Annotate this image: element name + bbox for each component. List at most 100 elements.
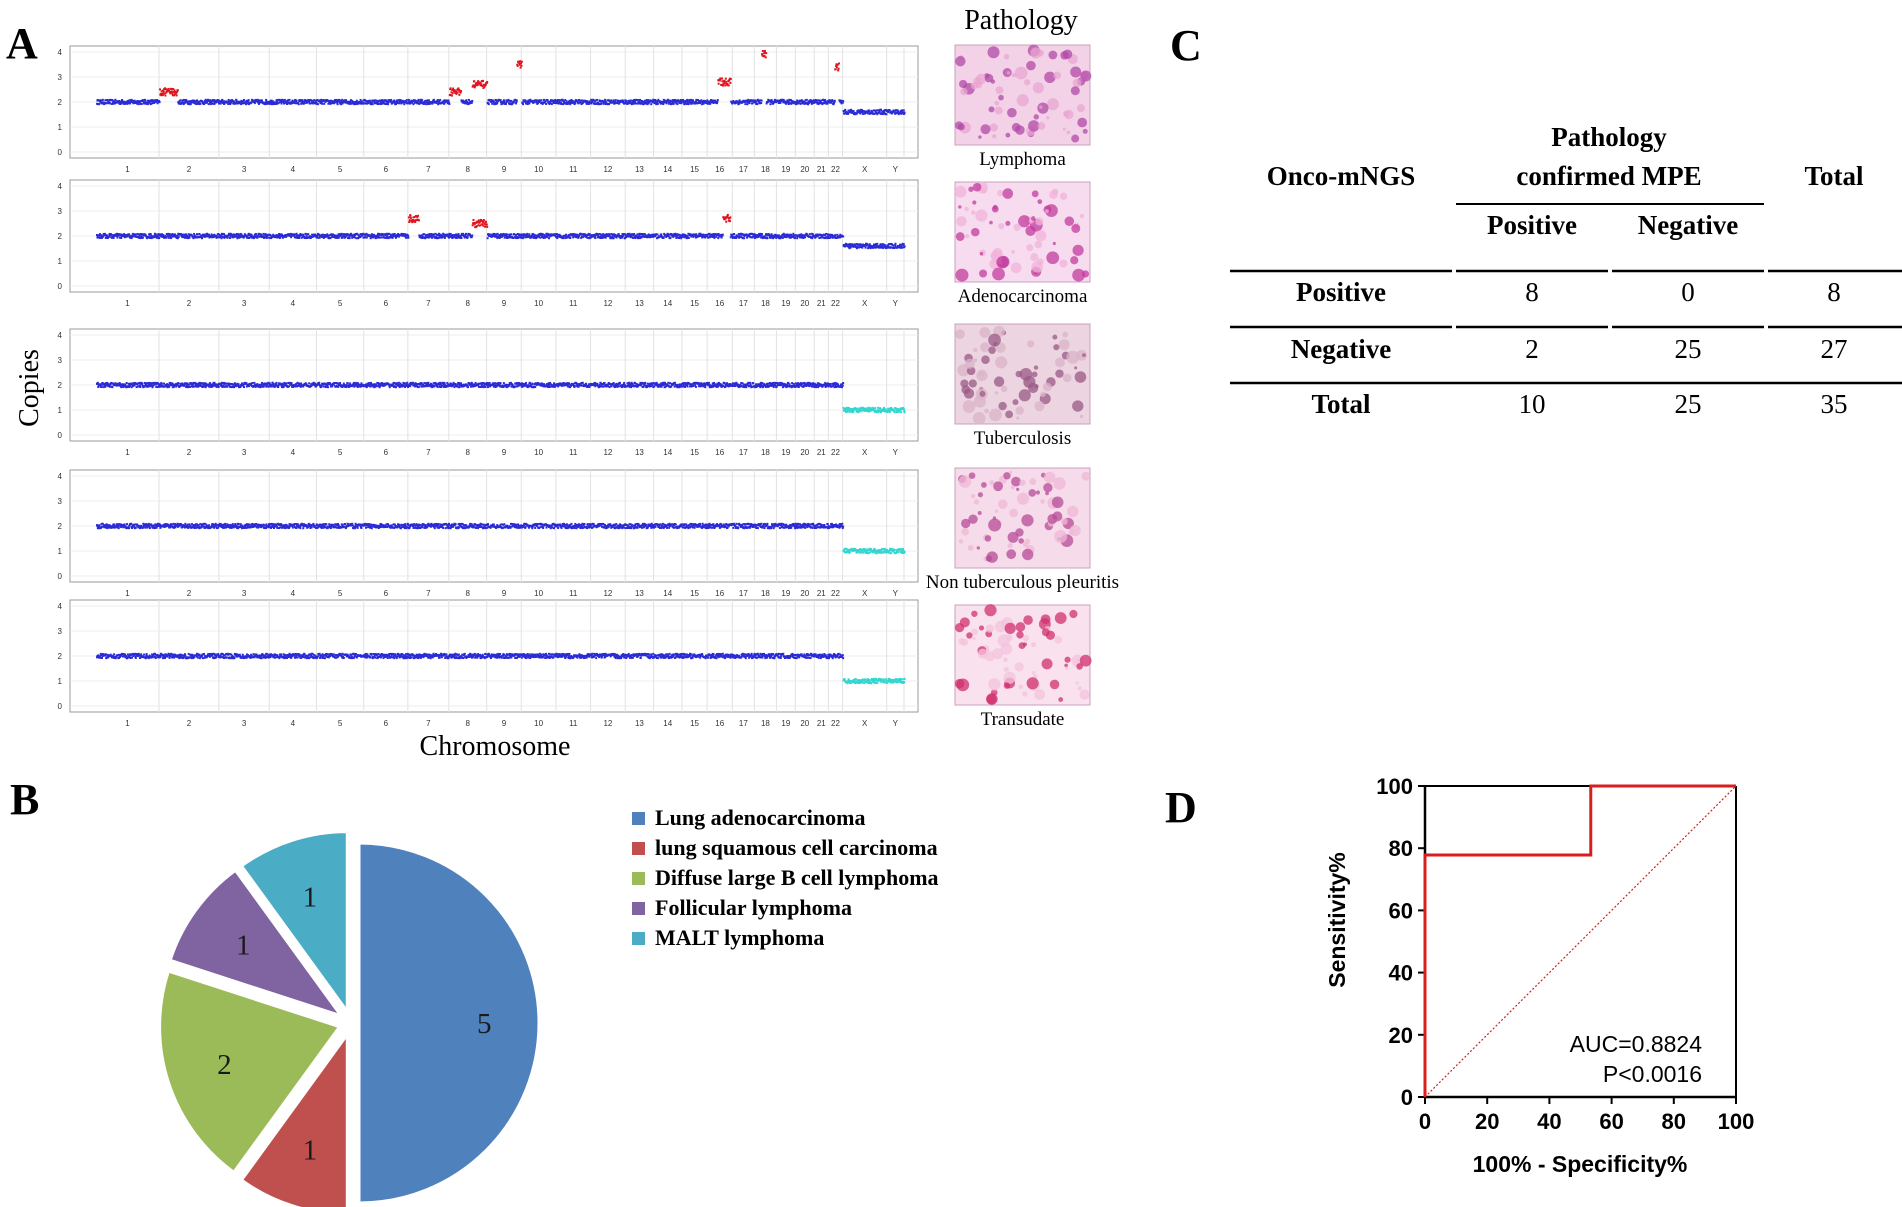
cnv-segment-point <box>542 98 545 101</box>
cnv-segment-point <box>104 385 107 388</box>
cnv-segment-point <box>901 242 904 245</box>
cnv-segment-point <box>222 101 225 104</box>
cnv-segment-point <box>300 382 303 385</box>
cnv-segment-point <box>430 382 433 385</box>
cnv-segment-point <box>129 236 132 239</box>
cnv-segment-point <box>470 235 473 238</box>
cnv-segment-point <box>723 80 726 83</box>
cnv-segment-point <box>307 98 310 101</box>
cnv-segment-point <box>398 101 401 104</box>
cnv-segment-point <box>441 381 444 384</box>
cnv-segment-point <box>758 235 761 238</box>
cnv-chromosome-label: 19 <box>781 299 790 308</box>
cnv-segment-point <box>656 101 659 104</box>
cnv-segment-point <box>208 101 211 104</box>
cnv-segment-point <box>868 109 871 112</box>
cnv-segment-point <box>675 236 678 239</box>
cnv-segment-point <box>614 99 617 102</box>
cnv-segment-point <box>191 385 194 388</box>
cnv-segment-point <box>554 233 557 236</box>
cnv-segment-point <box>215 236 218 239</box>
cnv-segment-point <box>534 234 537 237</box>
cnv-segment-point <box>182 236 185 239</box>
cnv-segment-point <box>428 233 431 236</box>
cnv-segment-point <box>336 103 339 106</box>
cnv-segment-point <box>471 234 474 237</box>
cnv-segment-point <box>110 382 113 385</box>
cnv-segment-point <box>716 99 719 102</box>
cnv-segment-point <box>617 233 620 236</box>
cnv-segment-point <box>462 99 465 102</box>
cnv-segment-point <box>281 382 284 385</box>
cnv-segment-point <box>389 98 392 101</box>
cnv-segment-point <box>571 233 574 236</box>
cnv-segment-point <box>478 224 481 227</box>
cnv-segment-point <box>246 236 249 239</box>
cnv-segment-point <box>138 384 141 387</box>
cnv-segment-point <box>734 235 737 238</box>
cnv-segment-point <box>353 382 356 385</box>
cnv-segment-point <box>903 245 906 248</box>
cnv-segment-point <box>114 98 117 101</box>
cnv-segment-point <box>158 236 161 239</box>
cnv-segment-point <box>697 99 700 102</box>
cnv-segment-point <box>246 100 249 103</box>
cnv-segment-point <box>322 99 325 102</box>
cnv-segment-point <box>274 101 277 104</box>
cnv-segment-point <box>448 93 451 96</box>
cnv-segment-point <box>545 232 548 235</box>
cnv-segment-point <box>634 98 637 101</box>
cnv-segment-point <box>746 235 749 238</box>
cnv-segment-point <box>790 102 793 105</box>
cnv-segment-point <box>729 78 732 81</box>
cnv-segment-point <box>623 101 626 104</box>
cnv-chromosome-label: 10 <box>534 299 543 308</box>
cnv-segment-point <box>392 384 395 387</box>
cnv-segment-point <box>134 233 137 236</box>
cnv-segment-point <box>728 217 731 220</box>
cnv-segment-point <box>327 383 330 386</box>
cnv-segment-point <box>872 109 875 112</box>
cnv-chromosome-label: 16 <box>715 165 724 174</box>
cnv-segment-point <box>694 101 697 104</box>
cnv-segment-point <box>140 103 143 106</box>
cnv-segment-point <box>349 382 352 385</box>
cnv-segment-point <box>147 101 150 104</box>
cnv-segment-point <box>597 101 600 104</box>
cnv-segment-point <box>472 383 475 386</box>
cnv-segment-point <box>159 88 162 91</box>
cnv-segment-point <box>720 77 723 80</box>
cnv-segment-point <box>492 101 495 104</box>
cnv-segment-point <box>108 385 111 388</box>
cnv-segment-point <box>299 99 302 102</box>
cnv-segment-point <box>149 385 152 388</box>
cnv-segment-point <box>417 219 420 222</box>
cnv-segment-point <box>118 384 121 387</box>
cnv-segment-point <box>262 385 265 388</box>
cnv-segment-point <box>679 100 682 103</box>
cnv-segment-point <box>509 234 512 237</box>
cnv-segment-point <box>501 234 504 237</box>
cnv-segment-point <box>329 102 332 105</box>
cnv-segment-point <box>493 103 496 106</box>
cnv-segment-point <box>318 233 321 236</box>
cnv-segment-point <box>456 91 459 94</box>
cnv-segment-point <box>306 100 309 103</box>
cnv-segment-point <box>374 235 377 238</box>
cnv-segment-point <box>155 235 158 238</box>
cnv-segment-point <box>516 64 519 67</box>
cnv-segment-point <box>784 100 787 103</box>
cnv-segment-point <box>677 233 680 236</box>
cnv-segment-point <box>455 90 458 93</box>
cnv-segment-point <box>524 233 527 236</box>
cnv-segment-point <box>384 103 387 106</box>
cnv-segment-point <box>467 386 470 389</box>
cnv-segment-point <box>821 234 824 237</box>
cnv-segment-point <box>836 63 839 66</box>
cnv-segment-point <box>374 385 377 388</box>
cnv-segment-point <box>847 109 850 112</box>
cnv-segment-point <box>678 102 681 105</box>
cnv-segment-point <box>843 112 846 115</box>
cnv-segment-point <box>313 99 316 102</box>
cnv-segment-point <box>359 233 362 236</box>
